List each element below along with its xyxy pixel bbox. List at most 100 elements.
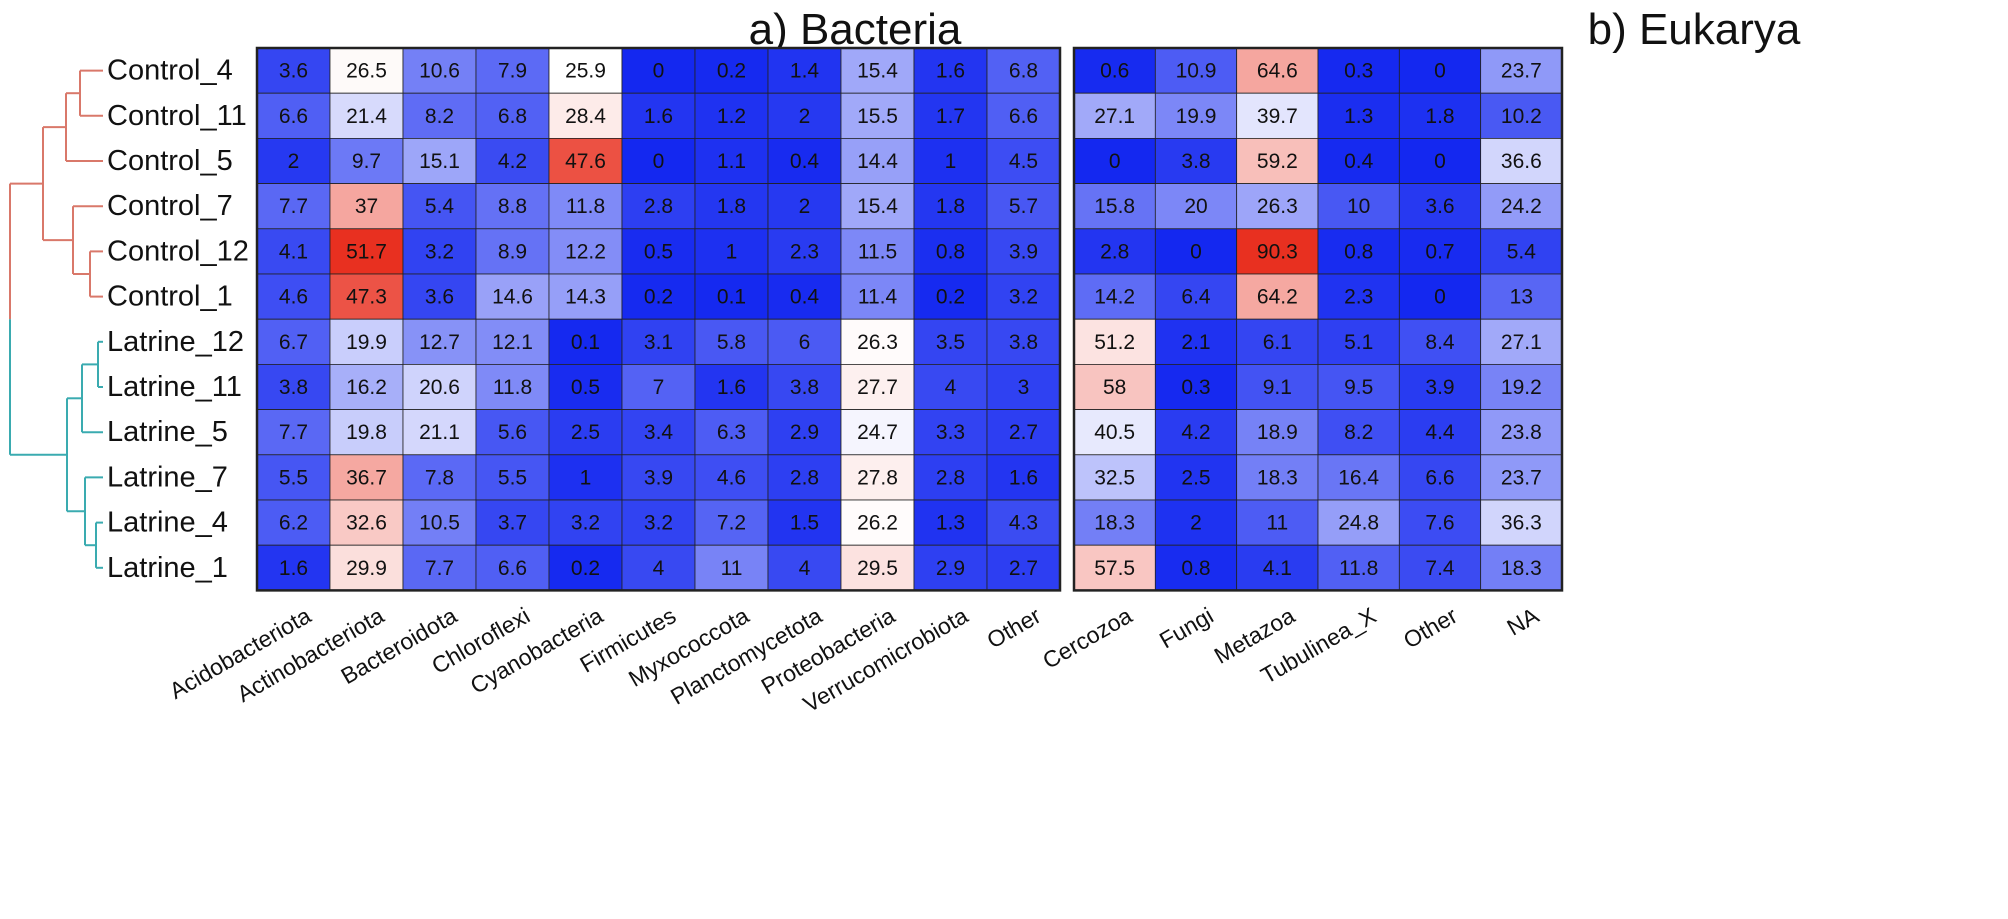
bacteria-cell-value: 15.4 [857, 60, 898, 83]
bacteria-cell [548, 228, 623, 275]
eukarya-cell [1317, 318, 1400, 365]
bacteria-cell [840, 454, 915, 501]
bacteria-cell-value: 1.5 [790, 512, 819, 535]
eukarya-cell-value: 0 [1434, 150, 1446, 173]
bacteria-cell-value: 2.8 [790, 466, 819, 489]
bacteria-cell [986, 273, 1061, 320]
eukarya-cell [1236, 409, 1319, 456]
eukarya-cell [1317, 137, 1400, 184]
eukarya-cell [1480, 454, 1563, 501]
eukarya-cell-value: 27.1 [1501, 331, 1542, 354]
bacteria-cell-value: 24.7 [857, 421, 898, 444]
bacteria-heatmap: a) Bacteria 3.6 26.5 10.6 7.9 25.9 0 0.2 1.4 15.… [165, 5, 1062, 717]
bacteria-cell-value: 0.2 [717, 60, 746, 83]
bacteria-cell [621, 137, 696, 184]
bacteria-cell [840, 183, 915, 230]
bacteria-cell-value: 0 [653, 150, 665, 173]
eukarya-cell [1398, 544, 1482, 591]
bacteria-cell-value: 15.5 [857, 105, 898, 128]
bacteria-cell [767, 544, 842, 591]
bacteria-cell-value: 47.3 [346, 286, 387, 309]
row-label: Control_11 [107, 100, 247, 132]
bacteria-cell-value: 15.1 [419, 150, 460, 173]
bacteria-cell-value: 20.6 [419, 376, 460, 399]
bacteria-cell-value: 11 [721, 557, 743, 580]
bacteria-cell [913, 318, 988, 365]
eukarya-cell [1073, 544, 1156, 591]
bacteria-cell-value: 3.4 [644, 421, 674, 444]
bacteria-cell-value: 4 [799, 557, 811, 580]
bacteria-cell [694, 183, 769, 230]
eukarya-cell-value: 10 [1347, 195, 1370, 218]
bacteria-cell [475, 228, 550, 275]
bacteria-cell-value: 1.3 [936, 512, 965, 535]
eukarya-cell-value: 4.2 [1181, 421, 1210, 444]
eukarya-cell [1398, 92, 1482, 139]
bacteria-cell-value: 5.8 [717, 331, 746, 354]
eukarya-cell-value: 0.4 [1344, 150, 1374, 173]
bacteria-cell-value: 28.4 [565, 105, 606, 128]
bacteria-cell-value: 1.7 [936, 105, 965, 128]
eukarya-cell-value: 24.8 [1338, 512, 1379, 535]
bacteria-cell-value: 11.8 [566, 195, 605, 218]
bacteria-cell-value: 3.8 [279, 376, 308, 399]
bacteria-cell [913, 499, 988, 546]
bacteria-cell [329, 409, 404, 456]
bacteria-cell [767, 183, 842, 230]
bacteria-cell-value: 8.2 [425, 105, 454, 128]
eukarya-cell [1480, 137, 1563, 184]
bacteria-cell-value: 0.4 [790, 286, 820, 309]
eukarya-column-label: Fungi [1155, 602, 1218, 653]
bacteria-cell [986, 454, 1061, 501]
eukarya-cell-value: 64.6 [1257, 60, 1298, 83]
bacteria-cell-value: 5.6 [498, 421, 527, 444]
eukarya-cell-value: 27.1 [1094, 105, 1135, 128]
bacteria-cell-value: 3.2 [644, 512, 673, 535]
eukarya-cell-value: 39.7 [1257, 105, 1298, 128]
bacteria-cell [256, 499, 331, 546]
bacteria-cell-value: 7.7 [279, 421, 308, 444]
bacteria-cell-value: 29.9 [346, 557, 387, 580]
eukarya-cell [1073, 183, 1156, 230]
eukarya-cell [1398, 499, 1482, 546]
eukarya-cell [1236, 273, 1319, 320]
bacteria-cell [767, 454, 842, 501]
bacteria-cell-value: 1.8 [717, 195, 746, 218]
bacteria-cell [329, 499, 404, 546]
bacteria-cell-value: 47.6 [565, 150, 606, 173]
bacteria-cell [548, 363, 623, 410]
eukarya-cell-value: 2.8 [1100, 240, 1129, 263]
bacteria-cell-value: 5.7 [1009, 195, 1038, 218]
bacteria-cell-value: 0.2 [571, 557, 600, 580]
eukarya-cell-value: 23.7 [1501, 466, 1542, 489]
bacteria-cell-value: 0.1 [571, 331, 600, 354]
bacteria-cell-value: 6.3 [717, 421, 746, 444]
eukarya-cell [1154, 92, 1238, 139]
bacteria-cell-value: 1.6 [279, 557, 308, 580]
bacteria-cell [475, 137, 550, 184]
bacteria-cell-value: 12.1 [492, 331, 533, 354]
eukarya-cell-value: 1.3 [1344, 105, 1373, 128]
bacteria-cell-value: 8.9 [498, 240, 527, 263]
row-label: Control_1 [107, 281, 233, 313]
bacteria-cell-value: 3.8 [790, 376, 819, 399]
eukarya-cell [1398, 409, 1482, 456]
bacteria-cell-value: 5.5 [279, 466, 308, 489]
bacteria-cell [621, 183, 696, 230]
bacteria-cell-value: 2.9 [790, 421, 819, 444]
bacteria-cell [402, 499, 477, 546]
bacteria-cell-value: 2 [799, 105, 811, 128]
bacteria-cell-value: 11.5 [858, 240, 897, 263]
bacteria-cell [256, 454, 331, 501]
row-label: Latrine_12 [107, 326, 244, 358]
bacteria-cell-value: 6.6 [279, 105, 308, 128]
row-label: Control_12 [107, 235, 249, 267]
eukarya-cell-value: 23.7 [1501, 60, 1542, 83]
bacteria-cell-value: 29.5 [857, 557, 898, 580]
bacteria-cell [621, 544, 696, 591]
eukarya-cell [1480, 228, 1563, 275]
eukarya-cell-value: 0.7 [1425, 240, 1454, 263]
bacteria-cell [913, 183, 988, 230]
eukarya-cell-value: 20 [1184, 195, 1207, 218]
eukarya-cell [1480, 363, 1563, 410]
